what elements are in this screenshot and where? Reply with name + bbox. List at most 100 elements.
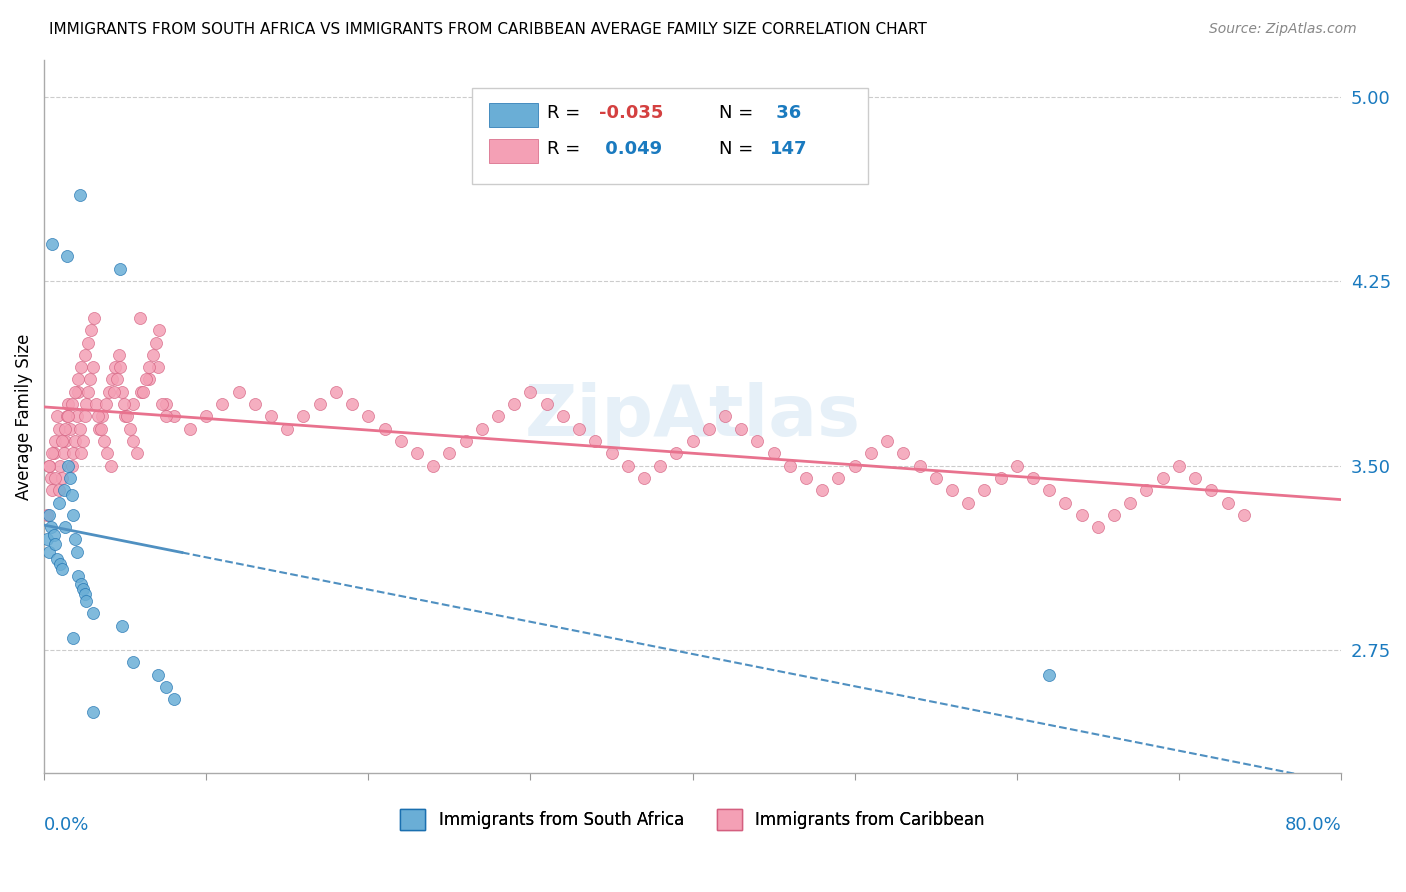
- Point: [1038, 667, 1060, 681]
- Point: [794, 471, 817, 485]
- Text: Source: ZipAtlas.com: Source: ZipAtlas.com: [1209, 22, 1357, 37]
- Point: [155, 680, 177, 694]
- Point: [1216, 495, 1239, 509]
- Point: [41, 483, 63, 498]
- Text: N =: N =: [718, 104, 752, 122]
- Point: [65, 545, 87, 559]
- Point: [762, 446, 785, 460]
- Point: [195, 409, 218, 424]
- Point: [551, 409, 574, 424]
- Point: [1119, 495, 1142, 509]
- Point: [62, 508, 84, 522]
- Point: [138, 360, 160, 375]
- Point: [46, 552, 69, 566]
- Point: [56, 250, 79, 264]
- Point: [730, 422, 752, 436]
- Point: [62, 631, 84, 645]
- Point: [101, 372, 124, 386]
- Y-axis label: Average Family Size: Average Family Size: [15, 334, 32, 500]
- Point: [908, 458, 931, 473]
- Point: [67, 384, 90, 399]
- Point: [1087, 520, 1109, 534]
- Point: [145, 335, 167, 350]
- Point: [39, 520, 62, 534]
- Point: [616, 458, 638, 473]
- Point: [1005, 458, 1028, 473]
- Point: [1233, 508, 1256, 522]
- Point: [44, 434, 66, 448]
- Point: [49, 557, 72, 571]
- Point: [1135, 483, 1157, 498]
- Point: [39, 471, 62, 485]
- Point: [38, 545, 60, 559]
- Point: [75, 397, 97, 411]
- Point: [37, 508, 59, 522]
- Point: [665, 446, 688, 460]
- Point: [583, 434, 606, 448]
- Point: [891, 446, 914, 460]
- Point: [844, 458, 866, 473]
- Point: [42, 446, 65, 460]
- Point: [146, 360, 169, 375]
- Point: [93, 434, 115, 448]
- Point: [925, 471, 948, 485]
- Point: [37, 533, 59, 547]
- Point: [155, 409, 177, 424]
- Point: [1054, 495, 1077, 509]
- Point: [73, 348, 96, 362]
- Point: [941, 483, 963, 498]
- Point: [1038, 483, 1060, 498]
- Point: [406, 446, 429, 460]
- Point: [48, 495, 70, 509]
- Point: [389, 434, 412, 448]
- Point: [77, 335, 100, 350]
- Text: 0.049: 0.049: [599, 140, 662, 158]
- Point: [67, 569, 90, 583]
- Point: [779, 458, 801, 473]
- Point: [69, 188, 91, 202]
- Point: [105, 372, 128, 386]
- Point: [97, 384, 120, 399]
- Point: [52, 483, 75, 498]
- Point: [73, 586, 96, 600]
- Point: [65, 409, 87, 424]
- Point: [77, 384, 100, 399]
- Point: [118, 422, 141, 436]
- Text: R =: R =: [547, 140, 586, 158]
- Point: [357, 409, 380, 424]
- Point: [51, 562, 73, 576]
- Point: [69, 422, 91, 436]
- Text: 80.0%: 80.0%: [1284, 816, 1341, 834]
- Point: [60, 397, 83, 411]
- Point: [600, 446, 623, 460]
- Point: [60, 458, 83, 473]
- Point: [41, 446, 63, 460]
- Point: [110, 360, 132, 375]
- Point: [59, 471, 82, 485]
- Point: [56, 409, 79, 424]
- Point: [72, 434, 94, 448]
- Point: [49, 458, 72, 473]
- Point: [1152, 471, 1174, 485]
- Point: [152, 397, 174, 411]
- Point: [96, 446, 118, 460]
- Point: [82, 360, 104, 375]
- Point: [148, 323, 170, 337]
- Point: [62, 446, 84, 460]
- Point: [1201, 483, 1223, 498]
- Point: [38, 458, 60, 473]
- Point: [72, 582, 94, 596]
- Point: [48, 422, 70, 436]
- Point: [38, 508, 60, 522]
- Point: [90, 422, 112, 436]
- Point: [84, 397, 107, 411]
- Point: [650, 458, 672, 473]
- Point: [471, 422, 494, 436]
- Point: [51, 434, 73, 448]
- Point: [973, 483, 995, 498]
- FancyBboxPatch shape: [489, 139, 538, 163]
- Point: [83, 310, 105, 325]
- Point: [125, 446, 148, 460]
- Point: [131, 384, 153, 399]
- Point: [110, 261, 132, 276]
